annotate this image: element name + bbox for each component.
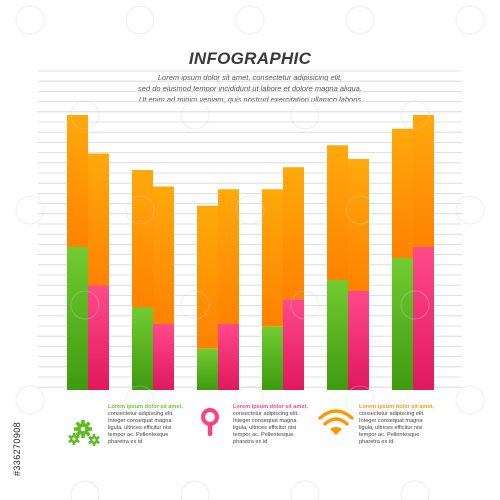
magnifier-icon <box>201 408 219 436</box>
bar-left-orange <box>327 145 348 280</box>
bars <box>67 115 434 390</box>
legend-line: Integer consequat magna <box>233 417 297 424</box>
bar-right-orange <box>283 167 304 300</box>
bar-right-pink <box>348 291 369 390</box>
legend-line: ligula, ultrices efficitur nisi <box>108 424 172 431</box>
legend-text: Lorem ipsum dolor sit amet, consectetur … <box>233 404 323 445</box>
legend-line: tempor ac. Pellentesque <box>233 431 294 438</box>
legend-line: consectetur adipiscing elit. <box>108 410 174 417</box>
bar-right-orange <box>218 189 239 324</box>
legend-line: Integer consequat magna <box>359 417 423 424</box>
bar-left-orange <box>392 128 413 258</box>
legend-text: Lorem ipsum dolor sit amet, consectetur … <box>359 404 449 445</box>
legend-line: ligula, ultrices efficitur nisi <box>233 424 297 431</box>
gears-icon <box>68 420 100 446</box>
subtitle-line: Lorem ipsum dolor sit amet, consectetur … <box>157 73 343 82</box>
bar-right-orange <box>153 186 174 324</box>
subtitle-line: sed do eiusmod tempor incididunt ut labo… <box>138 84 362 93</box>
legend-text: Lorem ipsum dolor sit amet, consectetur … <box>108 404 198 445</box>
bar-left-orange <box>262 189 283 327</box>
subtitle: Lorem ipsum dolor sit amet, consectetur … <box>100 72 400 105</box>
bar-left-green <box>392 258 413 390</box>
bar-right-pink <box>153 324 174 390</box>
legend-line: tempor ac. Pellentesque <box>359 431 420 438</box>
legend-line: Integer consequat magna <box>108 417 172 424</box>
bar-right-orange <box>88 153 109 286</box>
legend-line: Lorem ipsum dolor sit amet, <box>233 404 308 410</box>
bar-left-orange <box>197 205 218 349</box>
bar-right-orange <box>348 159 369 291</box>
bar-right-pink <box>88 285 109 390</box>
wifi-icon <box>318 409 354 435</box>
bar-left-green <box>262 326 283 390</box>
bar-left-green <box>67 247 88 390</box>
bar-left-green <box>327 280 348 390</box>
page-title: INFOGRAPHIC <box>188 49 312 68</box>
legend-line: tempor ac. Pellentesque <box>108 431 169 438</box>
bar-left-orange <box>67 115 88 247</box>
legend-line: pharetra ex id <box>108 438 143 445</box>
bar-left-orange <box>132 170 153 308</box>
bar-left-green <box>132 307 153 390</box>
legend-line: consectetur adipiscing elit. <box>233 410 299 417</box>
bar-right-pink <box>283 299 304 390</box>
legend-line: pharetra ex id <box>233 438 268 445</box>
legend-line: ligula, ultrices efficitur nisi <box>359 424 423 431</box>
bar-right-pink <box>218 324 239 390</box>
stock-id: #336270908 <box>12 421 22 476</box>
legend-line: consectetur adipiscing elit. <box>359 410 425 417</box>
bar-right-orange <box>413 115 434 247</box>
bar-left-green <box>197 348 218 390</box>
subtitle-line: Ut enim ad minim veniam, quis nostrud ex… <box>138 95 362 104</box>
legend-line: pharetra ex id <box>359 438 394 445</box>
legend-line: Lorem ipsum dolor sit amet, <box>108 404 183 410</box>
legend-line: Lorem ipsum dolor sit amet, <box>359 404 434 410</box>
bar-right-pink <box>413 247 434 390</box>
